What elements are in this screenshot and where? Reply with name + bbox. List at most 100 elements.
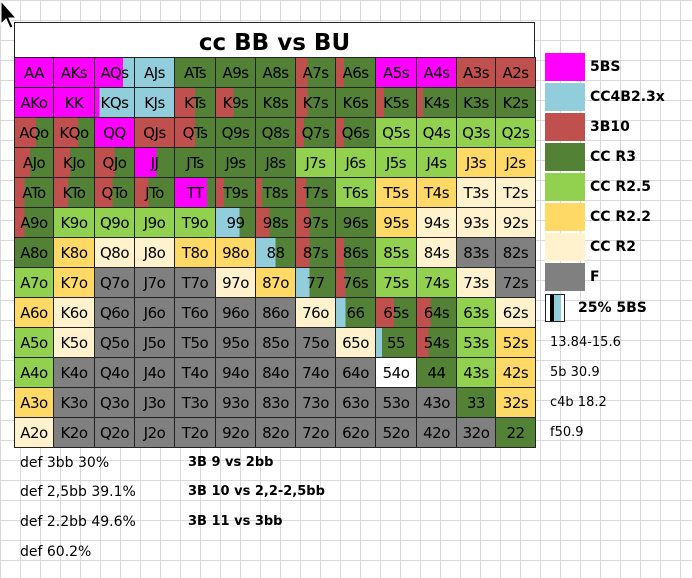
hand-label: KTs [184,94,206,112]
legend-label: CC R3 [590,149,636,165]
hand-cell: A7s [296,58,336,88]
hand-label: 93s [463,214,489,232]
hand-cell: 53s [457,328,496,358]
hand-label: 43o [423,394,450,412]
hand-label: J9s [225,154,246,172]
hand-label: 98o [222,244,249,262]
hand-cell: 92o [216,418,256,448]
hand-cell: 52o [376,418,417,448]
hand-label: 83s [463,244,489,262]
hand-cell: KQo [54,118,95,148]
hand-cell: 98o [216,238,256,268]
hand-cell: 43s [457,358,496,388]
hand-label: Q5o [99,334,130,352]
hand-label: 94o [222,364,249,382]
hand-label: A3s [462,64,490,82]
hand-cell: 96o [216,298,256,328]
hand-cell: 52s [496,328,536,358]
hand-label: T2o [181,424,209,442]
hand-cell: AQs [95,58,135,88]
hand-label: K6s [342,94,369,112]
hand-label: T4o [181,364,209,382]
hand-cell: K7s [296,88,336,118]
hand-cell: TT [175,178,216,208]
hand-label: J7o [143,274,166,292]
hand-cell: 98s [256,208,296,238]
hand-label: T3s [463,184,489,202]
defense-note-2bb: def 60.2% [20,544,92,560]
hand-label: 74s [423,274,450,292]
hand-cell: J6s [336,148,376,178]
hand-cell: T8s [256,178,296,208]
legend-item: F [545,262,692,292]
hand-label: 63o [342,394,369,412]
hand-range-grid: AA AKs AQs AJs ATs A9s A8s A7s A6s A5s A4s A3s A2s AK… [14,57,536,448]
hand-cell: QQ [95,118,135,148]
hand-cell: QTo [95,178,135,208]
hand-cell: A9o [15,208,54,238]
hand-cell: 82o [256,418,296,448]
hand-label: 96s [342,214,369,232]
hand-cell: 93s [457,208,496,238]
hand-cell: 97s [296,208,336,238]
hand-cell: JTs [175,148,216,178]
hand-label: K5s [383,94,409,112]
hand-label: 82o [262,424,289,442]
hand-cell: 42o [417,418,457,448]
hand-cell: 65s [376,298,417,328]
legend-item: 3B10 [545,112,692,142]
hand-cell: 55 [376,328,417,358]
hand-label: A9o [20,214,48,232]
hand-cell: 82s [496,238,536,268]
hand-label: 82s [502,244,529,262]
hand-cell: 44 [417,358,457,388]
hand-label: A7s [302,64,329,82]
hand-cell: KJs [135,88,175,118]
hand-label: 84o [262,364,289,382]
hand-label: KTo [62,184,86,202]
hand-cell: 62o [336,418,376,448]
hand-label: T3o [181,394,209,412]
hand-label: AQo [19,124,49,142]
hand-label: 52o [382,424,410,442]
hand-cell: A4s [417,58,457,88]
defense-note-3bb: def 3bb 30% [20,455,110,471]
hand-cell: K6o [54,298,95,328]
hand-cell: 74s [417,268,457,298]
hand-label: JJ [150,154,159,172]
hand-label: ATo [22,184,46,202]
hand-cell: A7o [15,268,54,298]
hand-cell: K8s [256,88,296,118]
hand-label: 87o [262,274,289,292]
hand-label: J2o [143,424,166,442]
hand-label: KQs [100,94,129,112]
hand-cell: Q4o [95,358,135,388]
hand-label: 53o [382,394,410,412]
hand-cell: 77 [296,268,336,298]
hand-label: 33 [466,394,486,412]
hand-label: Q4o [99,364,130,382]
hand-cell: J7s [296,148,336,178]
hand-cell: Q5o [95,328,135,358]
hand-cell: 42s [496,358,536,388]
hand-cell: J8s [256,148,296,178]
hand-label: J4o [143,364,166,382]
hand-label: AJs [144,64,166,82]
hand-label: 62o [342,424,369,442]
hand-label: AKs [60,64,88,82]
threebet-note-2bb: 3B 9 vs 2bb [188,455,274,470]
mini-legend: 25% 5BS [545,293,692,323]
hand-label: T6s [342,184,369,202]
hand-label: J5o [143,334,166,352]
hand-cell: JJ [135,148,175,178]
hand-cell: Q3o [95,388,135,418]
hand-label: 43s [463,364,489,382]
hand-label: Q4s [422,124,451,142]
hand-cell: KK [54,88,95,118]
hand-cell: J9o [135,208,175,238]
hand-label: T4s [423,184,450,202]
hand-cell: 32o [457,418,496,448]
stat-line-5bet: 5b 30.9 [550,365,600,380]
threebet-note-3bb: 3B 11 vs 3bb [188,514,283,529]
hand-label: A2s [502,64,529,82]
